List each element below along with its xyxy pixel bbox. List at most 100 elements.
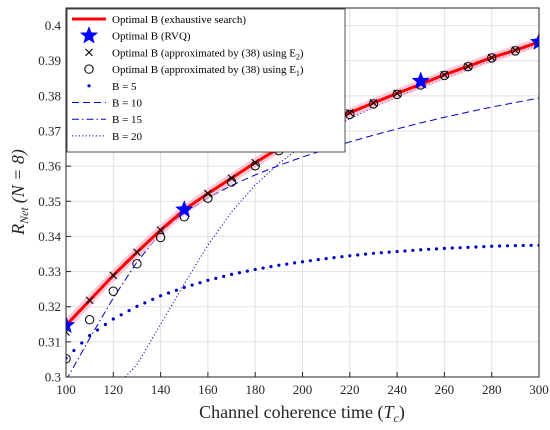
x-tick-label: 180: [245, 382, 265, 397]
series-1-point: [529, 32, 539, 50]
series-4-dot: [80, 341, 84, 345]
series-4-dot: [395, 249, 399, 254]
series-4-dot: [324, 256, 328, 261]
series-3-point: [392, 89, 402, 100]
legend-label: Optimal B (exhaustive search): [112, 14, 246, 26]
legend-item-7: B = 20: [72, 131, 143, 143]
legend-label-text: Optimal B (exhaustive search): [112, 14, 246, 26]
x-axis-label-sub: c: [394, 411, 400, 425]
series-4-dot: [466, 245, 470, 249]
y-tick-label: 0.36: [38, 159, 61, 174]
series-3-point: [368, 99, 379, 109]
legend-label: Optimal B (approximated by (38) using E1…: [112, 64, 304, 78]
series-3-point: [487, 53, 497, 63]
x-axis-label-close: ): [399, 402, 405, 423]
series-4-dot: [521, 243, 525, 248]
legend-label-text: Optimal B (RVQ): [112, 31, 191, 43]
legend-label-text: Optimal B (approximated by (38) using E: [112, 64, 296, 76]
x-tick-label: 140: [151, 382, 171, 397]
series-4-dot: [490, 244, 494, 248]
legend-item-6: B = 15: [72, 114, 143, 126]
legend-label-sub: 1: [296, 69, 300, 78]
series-4-dot: [261, 266, 265, 270]
legend-label-text: B = 10: [112, 98, 143, 110]
series-4-dot: [237, 271, 242, 275]
series-2-point: [393, 89, 401, 98]
series-4-dot: [174, 288, 178, 292]
series-2-point: [487, 53, 496, 62]
series-4-dot: [316, 258, 320, 262]
series-2-point: [133, 248, 141, 257]
y-tick-label: 0.34: [38, 229, 61, 244]
series-2-point: [109, 271, 118, 280]
x-tick-label: 260: [435, 382, 455, 397]
series-4-dot: [95, 328, 100, 332]
x-tick-label: 120: [104, 382, 124, 397]
x-tick-label: 240: [387, 382, 407, 397]
series-3-point: [155, 232, 166, 243]
y-tick-label: 0.32: [38, 299, 61, 314]
series-4-dot: [450, 246, 454, 250]
legend-label: Optimal B (approximated by (38) using E2…: [112, 47, 304, 61]
series-4-dot: [497, 244, 502, 248]
series-4-dot: [135, 304, 139, 308]
series-2-point: [85, 296, 94, 305]
series-2-point: [251, 158, 260, 167]
series-4-dot: [442, 246, 446, 250]
y-tick-label: 0.37: [38, 124, 61, 139]
series-4-dot: [111, 317, 115, 321]
series-4-dot: [151, 297, 155, 301]
y-axis-label-sub: Net: [17, 207, 31, 225]
legend: Optimal B (exhaustive search) Optimal B (…: [66, 8, 346, 153]
series-2-point: [227, 174, 236, 182]
series-4-dot: [198, 281, 202, 285]
y-tick-label: 0.4: [45, 18, 62, 33]
series-3-point: [250, 161, 260, 171]
series-4-dot: [434, 247, 439, 251]
ticks: 100 120 140 160 180 200 220 240 260 280 300 0.3 0.31…: [38, 18, 549, 397]
legend-label-close: ): [300, 47, 304, 59]
y-axis-label: RNet (N = 8): [8, 149, 31, 236]
series-4-dot: [229, 272, 234, 276]
series-4-dot: [103, 322, 108, 327]
series-4-dot: [458, 246, 462, 250]
legend-label: B = 15: [112, 114, 143, 126]
y-tick-label: 0.38: [38, 88, 61, 103]
series-4-dot: [419, 248, 423, 252]
series-4-dot: [285, 262, 289, 266]
x-tick-label: 200: [293, 382, 313, 397]
series-1-point: [175, 200, 194, 218]
series-2-point: [464, 62, 472, 71]
series-4-dot: [277, 263, 281, 267]
series-1-point: [411, 71, 430, 89]
y-tick-label: 0.35: [38, 194, 61, 209]
series-4-dot: [293, 261, 297, 265]
legend-label-close: ): [300, 64, 304, 76]
series-4: [66, 243, 539, 360]
series-4-dot: [182, 285, 186, 289]
series-4-dot: [427, 247, 431, 251]
legend-label: B = 10: [112, 98, 143, 110]
series-4-dot: [348, 254, 352, 258]
series-4-dot: [159, 294, 163, 298]
series-2-point: [204, 189, 212, 198]
series-4-dot: [127, 308, 131, 313]
series-4-dot: [411, 248, 415, 252]
series-4-dot: [222, 274, 226, 278]
series-4-dot: [143, 301, 147, 305]
series-1-point: [66, 315, 76, 334]
series-4-dot: [332, 256, 336, 260]
series-4-dot: [379, 251, 383, 255]
y-tick-label: 0.33: [38, 264, 61, 279]
series-4-dot: [363, 252, 368, 256]
legend-label-text: Optimal B (approximated by (38) using E: [112, 47, 296, 59]
x-axis-label-text: Channel coherence time (: [199, 402, 383, 423]
y-tick-label: 0.31: [38, 334, 61, 349]
series-4-dot: [513, 243, 517, 248]
series-4-dot: [72, 348, 76, 353]
legend-item-1: Optimal B (RVQ): [79, 25, 191, 44]
series-2-point: [511, 46, 520, 55]
series-4-dot: [482, 245, 486, 249]
legend-item-5: B = 10: [72, 98, 143, 110]
legend-item-3: Optimal B (approximated by (38) using E1…: [84, 64, 304, 78]
